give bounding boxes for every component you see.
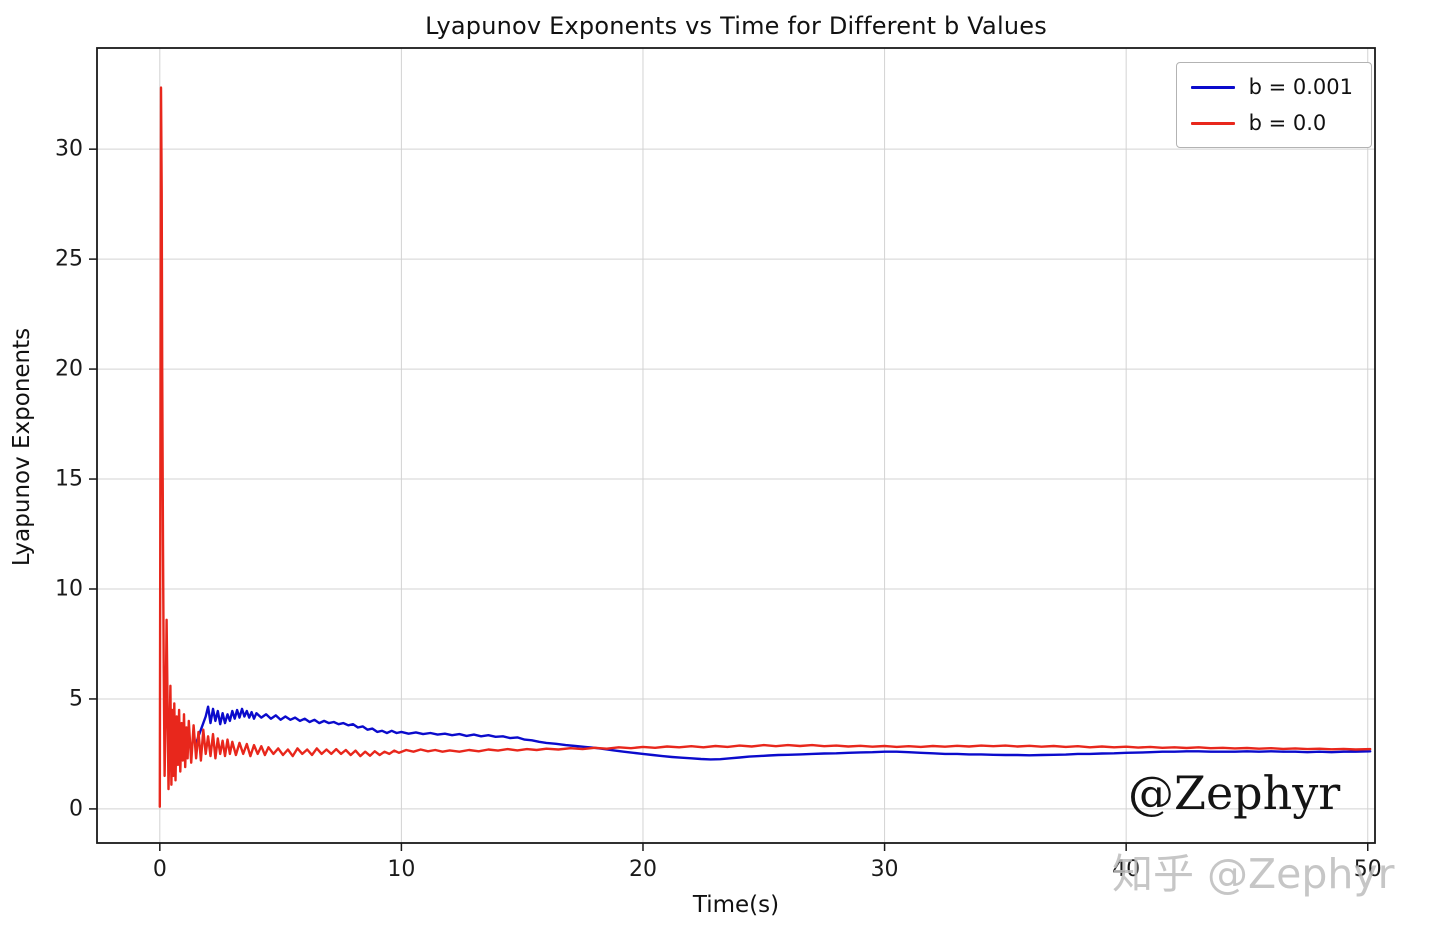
- legend-line-sample-red: [1190, 121, 1235, 125]
- y-tick-label: 30: [55, 136, 83, 162]
- y-tick-label: 10: [55, 576, 83, 602]
- legend-entry-b-0001: b = 0.001: [1190, 75, 1353, 99]
- watermark-zephyr: @Zephyr: [1128, 766, 1341, 820]
- x-tick-label: 20: [628, 857, 657, 882]
- watermark-zhihu-zephyr: 知乎 @Zephyr: [1112, 850, 1395, 898]
- x-tick-label: 30: [870, 857, 899, 882]
- x-tick-label: 50: [1353, 857, 1382, 882]
- y-tick-label: 0: [69, 796, 83, 822]
- legend-label: b = 0.0: [1248, 111, 1327, 135]
- y-tick-label: 25: [55, 246, 83, 272]
- chart-title: Lyapunov Exponents vs Time for Different…: [425, 12, 1047, 40]
- legend: b = 0.001 b = 0.0: [1175, 62, 1372, 148]
- y-tick-label: 20: [55, 356, 83, 382]
- y-tick-label: 15: [55, 466, 83, 492]
- x-tick-label: 0: [152, 857, 167, 882]
- x-axis-label: Time(s): [692, 892, 780, 918]
- series-line-b-0-0: [158, 86, 1372, 808]
- legend-line-sample-blue: [1190, 85, 1235, 89]
- x-tick-label: 40: [1112, 857, 1141, 882]
- x-tick-label: 10: [387, 857, 416, 882]
- y-axis-label: Lyapunov Exponents: [9, 327, 35, 567]
- y-tick-label: 5: [69, 686, 83, 712]
- legend-label: b = 0.001: [1248, 75, 1353, 99]
- legend-entry-b-00: b = 0.0: [1190, 111, 1353, 135]
- axes-frame: [96, 47, 1376, 844]
- series-line-b-0-001: [194, 705, 1372, 761]
